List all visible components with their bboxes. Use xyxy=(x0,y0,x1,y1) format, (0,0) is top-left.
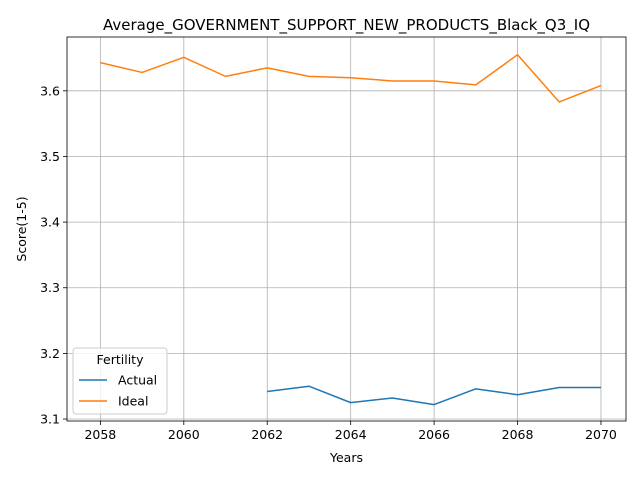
x-tick-label: 2062 xyxy=(251,427,283,442)
series-line-ideal xyxy=(100,53,602,103)
legend-label-ideal: Ideal xyxy=(118,394,148,409)
y-tick-label: 3.2 xyxy=(40,346,60,361)
x-tick-label: 2066 xyxy=(418,427,450,442)
series-lines xyxy=(100,53,602,406)
plot-area-frame xyxy=(66,36,627,422)
y-tick-label: 3.4 xyxy=(40,215,60,230)
legend-label-actual: Actual xyxy=(118,373,157,388)
x-tick-label: 2064 xyxy=(335,427,367,442)
series-line-actual xyxy=(267,385,601,406)
chart-title: Average_GOVERNMENT_SUPPORT_NEW_PRODUCTS_… xyxy=(103,16,590,35)
legend-box xyxy=(72,347,168,415)
y-tick-label: 3.6 xyxy=(40,83,60,98)
legend: Fertility Actual Ideal xyxy=(72,347,168,415)
x-tick-label: 2058 xyxy=(84,427,116,442)
x-axis-label: Years xyxy=(329,450,363,465)
x-tick-label: 2068 xyxy=(502,427,534,442)
legend-title: Fertility xyxy=(97,352,145,367)
legend-items: Actual Ideal xyxy=(79,373,157,409)
x-tick-label: 2070 xyxy=(585,427,617,442)
y-axis-label: Score(1-5) xyxy=(14,196,29,261)
y-tick-label: 3.3 xyxy=(40,280,60,295)
grid xyxy=(67,37,626,421)
y-tick-label: 3.5 xyxy=(40,149,60,164)
axis-ticks: 2058 2060 2062 2064 2066 2068 2070 3.1 3.2 3.3 3.4… xyxy=(40,83,617,442)
x-tick-label: 2060 xyxy=(168,427,200,442)
y-tick-label: 3.1 xyxy=(40,412,60,427)
